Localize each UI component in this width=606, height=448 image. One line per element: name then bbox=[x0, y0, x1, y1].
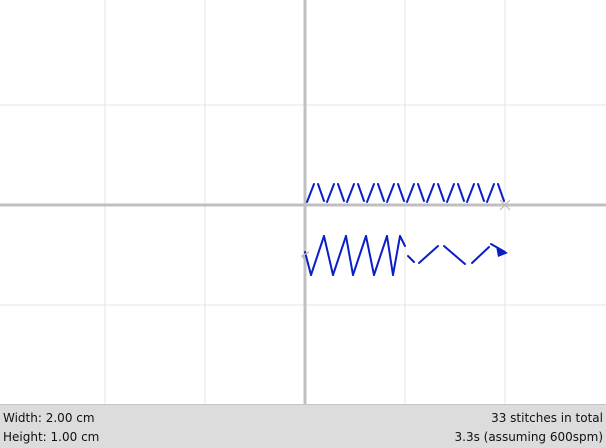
end-arrow-icon bbox=[496, 246, 508, 257]
stitch-segment bbox=[477, 183, 485, 202]
stitch-segment bbox=[337, 183, 345, 202]
stitch-segment bbox=[304, 251, 312, 276]
stitch-segment bbox=[366, 183, 375, 203]
stitch-segment bbox=[323, 235, 334, 276]
stitch-segment bbox=[418, 245, 439, 264]
stitch-segment bbox=[497, 183, 505, 202]
status-bar: Width: 2.00 cm Height: 1.00 cm 33 stitch… bbox=[0, 404, 606, 448]
stitch-segment bbox=[310, 235, 325, 276]
stitch-segment bbox=[386, 235, 394, 276]
stitch-segment bbox=[346, 183, 355, 203]
stitch-segment bbox=[386, 183, 395, 203]
stitch-segment bbox=[306, 183, 315, 203]
height-readout: Height: 1.00 cm bbox=[3, 428, 99, 446]
axes bbox=[0, 0, 606, 404]
stitch-segment bbox=[486, 183, 495, 203]
stitch-segment bbox=[345, 235, 354, 276]
stitch-segment bbox=[466, 183, 475, 203]
markers bbox=[300, 199, 511, 262]
stitch-segment bbox=[392, 235, 401, 276]
stitch-segment bbox=[471, 246, 490, 264]
stitch-segment bbox=[399, 235, 406, 247]
grid bbox=[0, 0, 606, 404]
height-value: 1.00 cm bbox=[50, 430, 100, 444]
height-label: Height: bbox=[3, 430, 47, 444]
stitch-duration: 3.3s (assuming 600spm) bbox=[454, 430, 604, 444]
width-value: 2.00 cm bbox=[45, 411, 95, 425]
stitch-segment bbox=[437, 183, 445, 202]
stitch-segment bbox=[377, 183, 385, 202]
stitch-segment bbox=[357, 183, 365, 202]
stitch-preview-svg bbox=[0, 0, 606, 404]
stitch-segment bbox=[352, 235, 367, 276]
stitch-segment bbox=[373, 235, 388, 276]
stitch-segment bbox=[407, 255, 415, 263]
width-readout: Width: 2.00 cm bbox=[3, 409, 95, 427]
stitch-segment bbox=[417, 183, 425, 202]
stitch-count: 33 stitches in total bbox=[491, 411, 603, 425]
stitch-segment bbox=[443, 245, 466, 265]
stitch-segment bbox=[332, 235, 347, 276]
stitch-segment bbox=[446, 183, 455, 203]
stitch-path bbox=[304, 183, 506, 276]
end-point-cross-icon bbox=[499, 199, 511, 211]
stitch-segment bbox=[406, 183, 415, 203]
stitch-segment bbox=[365, 235, 375, 276]
stitch-segment bbox=[457, 183, 465, 202]
start-marker-icon bbox=[300, 251, 310, 262]
stitch-segment bbox=[317, 183, 325, 202]
width-label: Width: bbox=[3, 411, 42, 425]
stitch-preview-canvas[interactable] bbox=[0, 0, 606, 404]
stitch-segment bbox=[426, 183, 435, 203]
stitch-segment bbox=[326, 183, 335, 203]
stitch-segment bbox=[397, 183, 405, 202]
